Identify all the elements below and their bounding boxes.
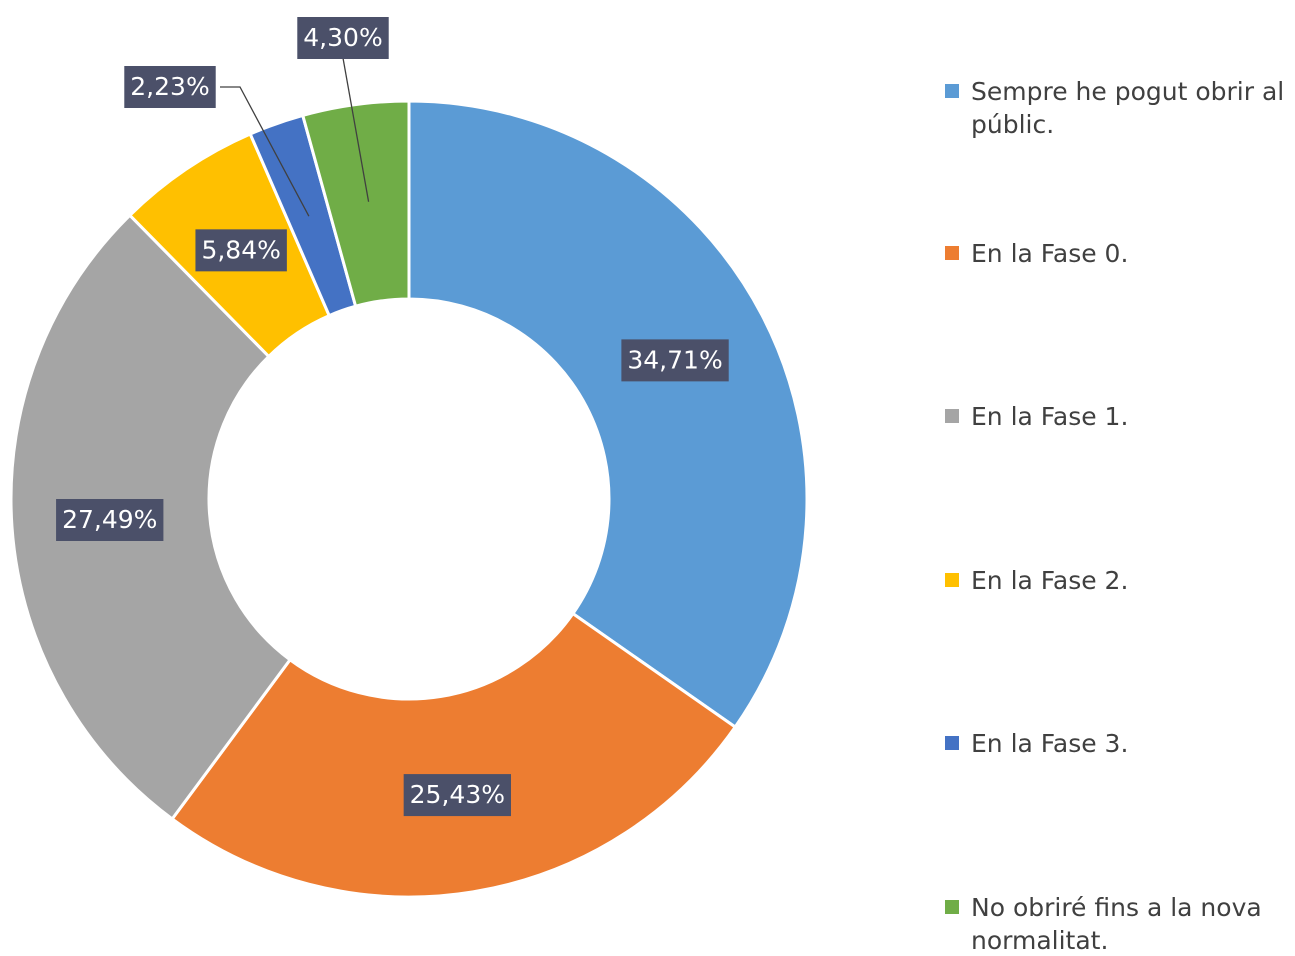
data-label: 2,23% [124, 66, 216, 108]
legend-swatch [945, 84, 959, 98]
data-label-text: 25,43% [410, 780, 505, 809]
legend-swatch [945, 573, 959, 587]
legend-item: En la Fase 3. [945, 727, 1290, 760]
leader-line [220, 86, 310, 217]
legend-label: En la Fase 3. [971, 729, 1129, 758]
data-label-text: 4,30% [303, 23, 382, 52]
legend-item: No obriré fins a la nova normalitat. [945, 891, 1290, 956]
donut-plot: 34,71% 25,43% 27,49% 5,84% 2,23% 4,30% [9, 17, 809, 899]
legend-item: Sempre he pogut obrir al públic. [945, 75, 1290, 141]
donut-slice [300, 99, 411, 309]
legend-label: Sempre he pogut obrir al públic. [971, 77, 1285, 139]
data-label-box [621, 339, 729, 382]
legend-item: En la Fase 2. [945, 564, 1290, 597]
data-label-text: 27,49% [62, 505, 157, 534]
data-label: 4,30% [297, 17, 389, 59]
legend-swatch [945, 409, 959, 423]
data-label-box [195, 229, 287, 272]
legend-item: En la Fase 1. [945, 400, 1290, 433]
data-label: 5,84% [195, 229, 287, 272]
data-label: 34,71% [621, 339, 729, 382]
legend-label: No obriré fins a la nova normalitat. [971, 893, 1262, 955]
legend-swatch [945, 736, 959, 750]
legend-swatch [945, 246, 959, 260]
legend-swatch [945, 900, 959, 914]
data-label-text: 2,23% [130, 72, 209, 101]
legend-label: En la Fase 2. [971, 566, 1129, 595]
leader-line [342, 57, 370, 202]
donut-slice [407, 99, 809, 730]
data-label-box [297, 17, 389, 59]
legend-label: En la Fase 1. [971, 402, 1129, 431]
legend-item: En la Fase 0. [945, 237, 1290, 270]
legend-label: En la Fase 0. [971, 239, 1129, 268]
data-label-box [56, 499, 164, 542]
data-label-box [124, 66, 216, 108]
data-label-text: 34,71% [627, 345, 722, 374]
data-label: 27,49% [56, 499, 164, 542]
data-label-text: 5,84% [201, 235, 280, 264]
donut-slice [170, 611, 738, 899]
data-label: 25,43% [403, 774, 511, 817]
data-label-box [403, 774, 511, 817]
